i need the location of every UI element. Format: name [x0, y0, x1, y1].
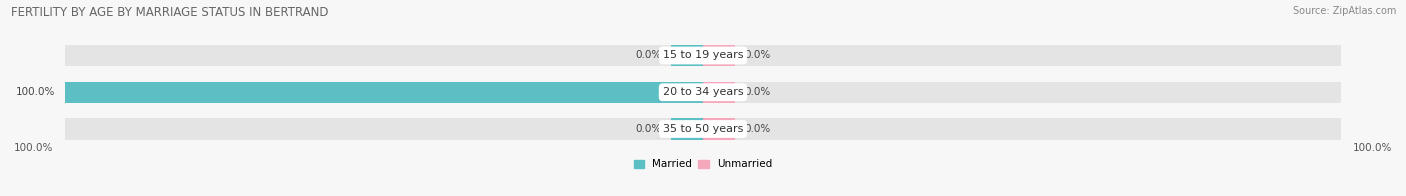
Text: FERTILITY BY AGE BY MARRIAGE STATUS IN BERTRAND: FERTILITY BY AGE BY MARRIAGE STATUS IN B…: [11, 6, 329, 19]
Text: 100.0%: 100.0%: [1353, 143, 1392, 153]
Text: 0.0%: 0.0%: [636, 51, 662, 61]
Text: 15 to 19 years: 15 to 19 years: [662, 51, 744, 61]
Bar: [65, 45, 703, 66]
Text: 0.0%: 0.0%: [744, 124, 770, 134]
Legend: Married, Unmarried: Married, Unmarried: [630, 155, 776, 173]
Bar: [65, 82, 703, 103]
Bar: [65, 118, 703, 140]
Bar: [703, 82, 735, 103]
Text: 35 to 50 years: 35 to 50 years: [662, 124, 744, 134]
Text: 0.0%: 0.0%: [636, 124, 662, 134]
Bar: [671, 118, 703, 140]
Bar: [703, 118, 735, 140]
Bar: [65, 82, 703, 103]
Text: 20 to 34 years: 20 to 34 years: [662, 87, 744, 97]
Text: 0.0%: 0.0%: [744, 87, 770, 97]
Bar: [703, 45, 1341, 66]
Text: 100.0%: 100.0%: [15, 87, 55, 97]
Bar: [703, 45, 735, 66]
Text: 100.0%: 100.0%: [14, 143, 53, 153]
Bar: [671, 45, 703, 66]
Bar: [703, 82, 1341, 103]
Bar: [703, 118, 1341, 140]
Text: 0.0%: 0.0%: [744, 51, 770, 61]
Text: Source: ZipAtlas.com: Source: ZipAtlas.com: [1292, 6, 1396, 16]
